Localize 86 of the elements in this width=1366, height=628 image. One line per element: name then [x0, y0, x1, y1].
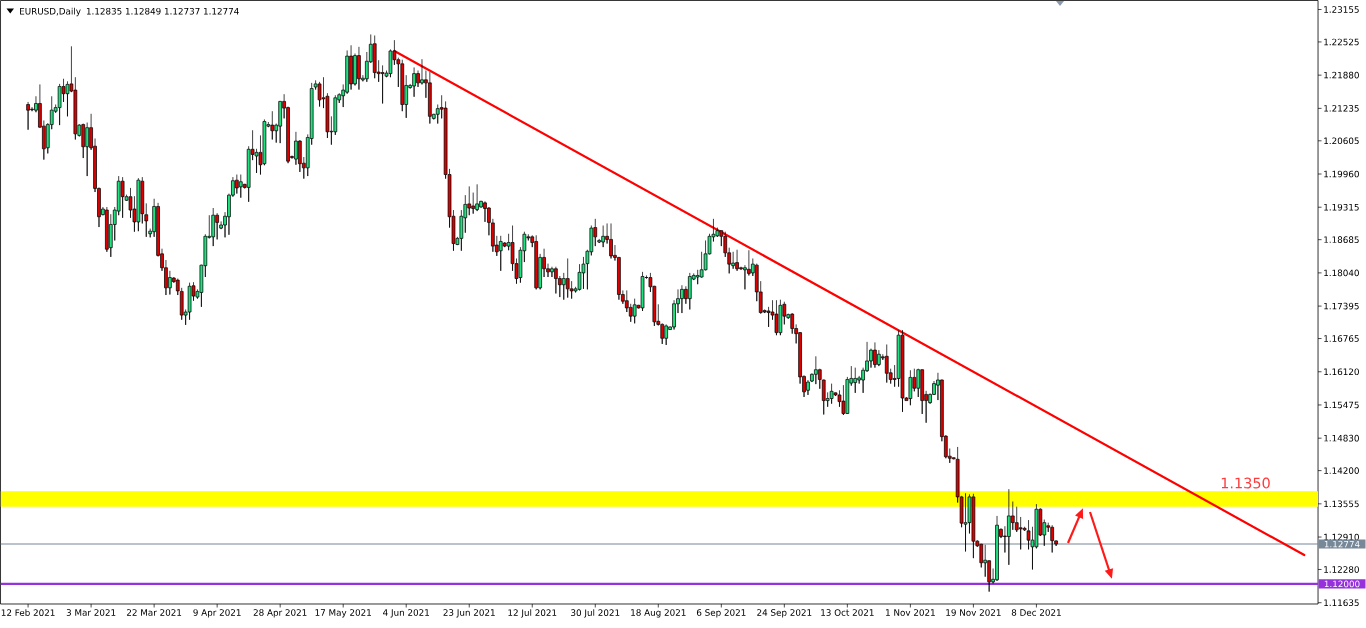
- y-tick-label: 1.18040: [1324, 269, 1359, 277]
- candlestick: [609, 223, 613, 259]
- y-tick-label: 1.14200: [1324, 467, 1359, 474]
- candlestick: [1050, 524, 1055, 553]
- y-tick-label: 1.19960: [1324, 170, 1359, 178]
- candlestick: [814, 355, 818, 385]
- candlestick: [774, 299, 779, 336]
- candlestick: [235, 174, 239, 194]
- x-tick-label: 28 Apr 2021: [253, 609, 307, 618]
- y-tick-label: 1.17395: [1324, 302, 1359, 310]
- x-tick-label: 24 Sep 2021: [757, 609, 812, 618]
- candlestick: [829, 383, 834, 405]
- candlestick: [380, 64, 385, 104]
- x-tick-label: 30 Jul 2021: [571, 609, 620, 618]
- candlestick: [372, 35, 377, 79]
- y-tick-label: 1.16120: [1324, 368, 1359, 376]
- candlestick: [534, 234, 539, 290]
- y-tick-label: 1.21235: [1324, 105, 1359, 112]
- candlestick: [640, 271, 645, 312]
- candlestick: [317, 81, 322, 107]
- candlestick: [873, 342, 877, 369]
- candlestick: [26, 101, 30, 131]
- x-tick-label: 17 May 2021: [315, 609, 371, 618]
- ref-line-label: 1.12000: [1324, 580, 1360, 588]
- x-tick-label: 19 Nov 2021: [946, 609, 1001, 616]
- y-tick-label: 1.12280: [1324, 566, 1359, 573]
- candlestick: [187, 282, 192, 321]
- x-tick-label: 1 Nov 2021: [886, 609, 935, 616]
- y-tick-label: 1.21880: [1324, 71, 1359, 79]
- x-tick-label: 6 Sep 2021: [696, 609, 746, 618]
- candlestick: [238, 174, 243, 199]
- candlestick: [632, 298, 637, 324]
- text: EURUSD,Daily: [20, 7, 81, 17]
- candlestick: [120, 176, 125, 219]
- x-tick-label: 12 Feb 2021: [1, 609, 55, 616]
- candlestick: [1007, 488, 1011, 566]
- candlestick: [853, 367, 858, 394]
- y-tick-label: 1.20605: [1324, 137, 1359, 145]
- candlestick: [349, 44, 353, 90]
- ref-line-label: 1.12774: [1324, 540, 1360, 548]
- candlestick: [211, 207, 216, 247]
- y-tick-label: 1.12910: [1324, 533, 1359, 541]
- y-tick-label: 1.13555: [1324, 500, 1359, 508]
- candlestick: [900, 329, 905, 413]
- candlestick: [428, 71, 432, 124]
- x-tick-label: 22 Mar 2021: [126, 609, 182, 616]
- candlestick: [680, 284, 684, 314]
- candlestick: [357, 46, 361, 90]
- candlestick: [554, 266, 558, 294]
- candlestick: [884, 344, 889, 383]
- x-tick-label: 12 Jul 2021: [508, 609, 557, 618]
- y-tick-label: 1.11635: [1324, 599, 1359, 607]
- candlestick: [601, 225, 605, 248]
- x-tick-label: 9 Apr 2021: [193, 609, 241, 618]
- candlestick: [498, 235, 503, 272]
- candlestick: [687, 272, 692, 310]
- candlestick: [735, 249, 739, 272]
- y-tick-label: 1.22525: [1324, 38, 1359, 46]
- y-tick-label: 1.15475: [1324, 401, 1359, 409]
- x-tick-label: 23 Jun 2021: [443, 609, 495, 618]
- y-tick-label: 1.14830: [1324, 434, 1359, 442]
- candlestick: [565, 258, 570, 298]
- x-tick-label: 13 Oct 2021: [821, 609, 874, 616]
- candlestick: [57, 83, 62, 126]
- candlestick: [963, 492, 968, 552]
- candlestick: [908, 369, 913, 406]
- x-tick-label: 8 Dec 2021: [1011, 609, 1061, 616]
- candlestick: [136, 177, 141, 232]
- candlestick: [995, 515, 999, 582]
- x-tick-label: 4 Jun 2021: [383, 609, 429, 618]
- x-tick-label: 3 Mar 2021: [66, 609, 116, 616]
- y-tick-label: 1.16765: [1324, 335, 1359, 342]
- candlestick: [412, 67, 416, 98]
- band-label: 1.1350: [1221, 477, 1270, 489]
- x-tick-label: 18 Aug 2021: [631, 609, 686, 618]
- y-tick-label: 1.23155: [1324, 6, 1359, 13]
- text: 1.12835 1.12849 1.12737 1.12774: [86, 7, 239, 15]
- candlestick: [475, 183, 479, 212]
- y-tick-label: 1.19315: [1324, 203, 1359, 211]
- candlestick: [105, 206, 109, 253]
- candlestick: [270, 110, 275, 140]
- candlestick: [778, 299, 783, 336]
- candlestick: [664, 324, 669, 346]
- candlestick: [731, 251, 735, 270]
- candlestick: [971, 493, 976, 559]
- y-tick-label: 1.18685: [1324, 236, 1359, 243]
